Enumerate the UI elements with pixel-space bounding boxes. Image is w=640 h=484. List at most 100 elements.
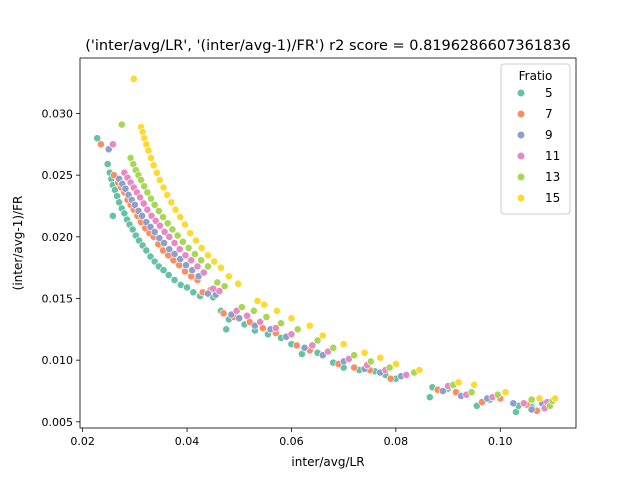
data-point <box>262 313 271 321</box>
data-point <box>160 239 168 247</box>
legend-marker <box>516 109 526 119</box>
x-axis: 0.02 0.04 0.06 0.08 0.10 <box>70 428 513 448</box>
data-point <box>199 268 208 277</box>
legend-marker <box>516 172 526 182</box>
data-point <box>121 184 130 193</box>
data-point <box>144 146 153 155</box>
y-tick-label: 0.020 <box>42 231 74 244</box>
data-point <box>146 252 155 261</box>
data-point <box>171 205 180 214</box>
data-point <box>204 289 212 298</box>
data-point <box>249 306 258 315</box>
y-tick-label: 0.030 <box>42 108 74 121</box>
data-point <box>103 160 112 168</box>
data-point <box>168 225 177 234</box>
data-point <box>204 251 212 260</box>
data-point <box>189 288 198 297</box>
data-point <box>287 314 296 323</box>
data-point <box>187 256 196 265</box>
data-point <box>176 255 185 263</box>
data-point <box>251 321 259 330</box>
data-point <box>181 251 190 260</box>
data-point <box>339 340 348 349</box>
data-point <box>154 207 163 215</box>
data-point <box>160 227 169 236</box>
data-point <box>164 271 173 279</box>
data-point <box>215 287 224 295</box>
data-point <box>108 140 117 149</box>
data-point <box>173 231 182 240</box>
data-point <box>137 176 145 184</box>
data-point <box>222 325 231 334</box>
data-point <box>527 405 536 414</box>
data-point <box>193 262 202 271</box>
data-point <box>220 282 229 291</box>
chart-title: ('inter/avg/LR', '(inter/avg-1)/FR') r2 … <box>85 38 570 54</box>
data-point <box>402 371 411 379</box>
legend: Fratio 5 7 9 11 13 15 <box>500 63 571 215</box>
data-point <box>150 227 159 236</box>
x-axis-label: inter/avg/LR <box>291 455 364 469</box>
data-point <box>305 321 314 330</box>
data-point <box>324 347 332 356</box>
data-point <box>184 244 193 252</box>
data-point <box>293 325 302 334</box>
data-point <box>163 190 172 199</box>
data-point <box>271 324 280 332</box>
x-tick-label: 0.10 <box>488 435 513 448</box>
data-point <box>147 194 155 203</box>
data-point <box>170 276 179 284</box>
data-point <box>366 357 375 366</box>
data-point <box>150 257 159 266</box>
data-point <box>165 245 174 254</box>
data-point <box>155 176 164 184</box>
data-point <box>318 331 327 340</box>
data-point <box>329 343 338 352</box>
data-point <box>425 393 434 402</box>
data-point <box>130 200 139 209</box>
data-point <box>470 380 479 389</box>
data-point <box>219 309 228 318</box>
data-point <box>128 225 137 234</box>
data-point <box>551 394 560 403</box>
y-axis-label: (inter/avg-1)/FR <box>11 196 25 291</box>
data-point <box>142 246 151 255</box>
data-point <box>129 75 138 83</box>
points-layer <box>93 75 560 416</box>
y-tick-label: 0.025 <box>42 169 74 182</box>
data-point <box>155 221 164 230</box>
data-point <box>182 261 190 270</box>
data-point <box>519 399 528 408</box>
data-point <box>350 363 359 372</box>
data-point <box>386 374 395 383</box>
data-point <box>178 237 187 246</box>
data-point <box>155 234 164 242</box>
data-point <box>159 213 167 221</box>
data-point <box>139 199 148 208</box>
data-point <box>501 388 510 397</box>
data-point <box>170 250 179 258</box>
data-point <box>478 398 486 406</box>
data-point <box>143 188 152 197</box>
data-point <box>260 300 269 309</box>
data-point <box>150 200 159 209</box>
data-point <box>146 223 155 231</box>
data-point <box>535 394 544 403</box>
data-point <box>237 303 246 312</box>
data-point <box>151 216 160 225</box>
data-point <box>300 343 309 352</box>
data-point <box>256 318 265 326</box>
legend-label: 13 <box>545 170 560 184</box>
data-point <box>110 171 118 180</box>
data-point <box>292 341 301 350</box>
x-tick-label: 0.04 <box>175 435 200 448</box>
data-point <box>253 297 262 305</box>
data-point <box>186 229 195 238</box>
data-point <box>159 183 168 192</box>
data-point <box>235 314 244 323</box>
data-point <box>232 306 241 315</box>
data-point <box>344 355 353 363</box>
data-point <box>188 266 197 275</box>
data-point <box>210 257 219 266</box>
x-tick-label: 0.02 <box>70 435 95 448</box>
